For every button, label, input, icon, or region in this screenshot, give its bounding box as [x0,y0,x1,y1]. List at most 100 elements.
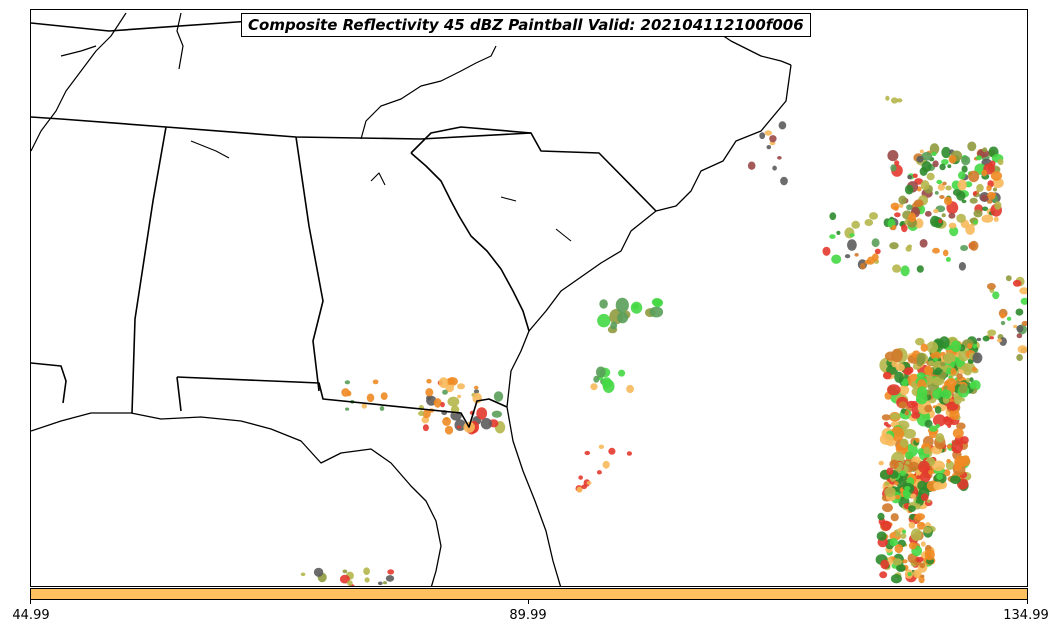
reflectivity-blob [928,469,933,475]
reflectivity-blob [924,419,933,428]
reflectivity-blob [913,199,924,208]
reflectivity-blob [874,248,881,255]
reflectivity-blob [958,171,966,180]
reflectivity-blob [946,458,951,464]
reflectivity-blob [992,192,996,196]
reflectivity-blob [380,392,388,400]
reflectivity-blob [892,264,902,273]
reflectivity-blob [598,444,605,449]
reflectivity-blob [923,526,933,534]
reflectivity-blob [1019,287,1027,295]
reflectivity-blob [917,448,925,456]
reflectivity-blob [626,384,634,394]
reflectivity-blob [893,206,899,211]
reflectivity-blob [934,191,939,195]
reflectivity-blob [339,574,350,584]
reflectivity-blob [344,380,351,385]
reflectivity-blob [876,531,887,541]
reflectivity-blob [947,164,952,169]
reflectivity-blob [444,425,454,435]
reflectivity-blob [383,581,387,585]
reflectivity-blob [879,571,888,579]
reflectivity-blob [939,163,946,171]
reflectivity-blob [851,220,860,229]
al-fl-boundary [176,376,182,412]
reflectivity-blob [972,352,983,364]
reflectivity-blob [904,184,914,195]
reflectivity-blob [377,581,383,586]
reflectivity-blob [889,242,899,250]
reflectivity-blob [894,160,900,166]
reflectivity-blob [847,239,857,251]
reflectivity-blob [997,338,1002,343]
reflectivity-blob [854,253,859,257]
reflectivity-blob [844,254,851,259]
reflectivity-blob [915,556,924,563]
reflectivity-blob [953,395,962,405]
reflectivity-blob [473,389,480,394]
reflectivity-blob [891,97,898,104]
reflectivity-blob [957,179,967,191]
reflectivity-blob [982,147,988,153]
reflectivity-blob [871,238,880,248]
reflectivity-blob [943,352,956,365]
reflectivity-blob [780,176,788,186]
reflectivity-blob [973,220,978,225]
reflectivity-blob [993,216,999,222]
reflectivity-blob [948,222,957,229]
reflectivity-blob [925,375,934,386]
reflectivity-blob [860,263,866,270]
reflectivity-blob [425,388,434,397]
reflectivity-blob [916,352,926,363]
reflectivity-blob [457,394,462,399]
reflectivity-blob [976,183,984,192]
map-panel [30,9,1028,587]
reflectivity-blob [966,377,971,383]
gulf-coastline [31,412,442,586]
reflectivity-blob [941,159,949,165]
reflectivity-blob [438,377,449,389]
reflectivity-blob [342,569,348,574]
reflectivity-blob [1016,354,1023,361]
reflectivity-blob [313,567,324,577]
reflectivity-blob [1012,279,1022,287]
reflectivity-blob [976,155,982,161]
reflectivity-blob [945,378,957,388]
reflectivity-blob [916,265,924,273]
reflectivity-blob [887,150,899,162]
reflectivity-blob [899,470,906,477]
reflectivity-blob [924,548,935,561]
reflectivity-blob [595,366,606,378]
reflectivity-blob [901,224,908,233]
reflectivity-blob [385,575,395,582]
reflectivity-blob [997,158,1004,166]
reflectivity-blob [948,154,957,164]
reflectivity-blob [300,572,306,577]
reflectivity-blob [920,574,925,578]
reflectivity-blob [937,183,946,191]
reflectivity-blob [987,329,997,336]
reflectivity-blob [932,376,945,386]
reflectivity-blob [950,367,957,375]
reflectivity-blob [890,513,899,522]
tn-south-boundary [31,116,657,212]
reflectivity-blob [992,187,998,192]
reflectivity-blob [961,155,971,166]
reflectivity-blob [933,481,943,491]
reflectivity-blob [891,348,903,363]
reflectivity-blob [914,218,924,229]
reflectivity-blob [898,401,908,409]
reflectivity-blob [889,412,900,420]
reflectivity-blob [822,246,831,256]
reflectivity-blob [759,132,766,140]
reflectivity-blob [938,219,943,224]
reflectivity-blob [864,259,872,265]
reflectivity-blob [877,512,885,521]
reflectivity-blob [632,303,639,310]
reflectivity-blob [953,464,962,472]
reflectivity-blob [456,425,462,429]
reflectivity-blob [915,437,920,443]
reflectivity-blob [864,219,874,226]
reflectivity-blob [346,390,352,397]
reflectivity-blob [941,146,951,159]
